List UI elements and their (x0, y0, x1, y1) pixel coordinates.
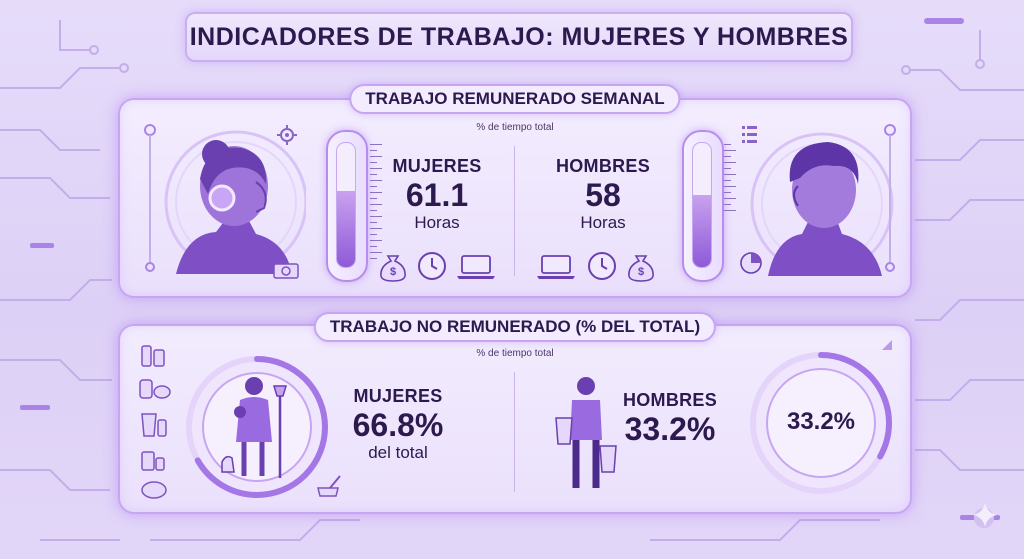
women-paid-label: MUJERES (392, 156, 482, 176)
svg-text:$: $ (390, 266, 396, 278)
laptop-icon (457, 255, 495, 279)
man-groceries-icon (555, 377, 617, 488)
women-paid-stat: MUJERES 61.1 Horas (382, 156, 492, 233)
women-paid-gauge (326, 130, 368, 282)
men-paid-unit: Horas (580, 213, 626, 232)
page-title: INDICADORES DE TRABAJO: MUJERES Y HOMBRE… (189, 22, 849, 51)
svg-text:$: $ (638, 266, 644, 278)
panel-divider-2 (514, 372, 515, 492)
unpaid-work-panel: TRABAJO NO REMUNERADO (% DEL TOTAL) % de… (118, 312, 912, 514)
men-unpaid-label: HOMBRES (622, 390, 718, 410)
man-portrait-icon (750, 132, 894, 276)
clock-icon (418, 252, 446, 280)
dustpan-icon (317, 475, 341, 497)
laptop-icon-men (537, 255, 575, 279)
men-paid-gauge-fill (693, 195, 711, 267)
men-paid-gauge (682, 130, 724, 282)
gear-icon (277, 125, 297, 145)
women-unpaid-label: MUJERES (353, 386, 443, 406)
men-unpaid-value: 33.2% (624, 411, 716, 447)
circuit-deco-left (144, 124, 156, 272)
panel-divider (514, 146, 515, 276)
clock-icon-men (588, 252, 616, 280)
men-unpaid-stat: HOMBRES 33.2% (620, 390, 720, 447)
paid-work-title: TRABAJO REMUNERADO SEMANAL (349, 84, 681, 114)
men-paid-label: HOMBRES (555, 156, 651, 176)
men-unpaid-ring (750, 352, 892, 494)
gauge-ticks (370, 144, 382, 264)
paid-work-panel: TRABAJO REMUNERADO SEMANAL % de tiempo t… (118, 84, 912, 298)
header-title-box: INDICADORES DE TRABAJO: MUJERES Y HOMBRE… (185, 12, 853, 62)
men-unpaid-ring-text: 33.2% (786, 408, 856, 435)
women-paid-value: 61.1 (405, 177, 469, 213)
circuit-deco-right (884, 124, 896, 272)
gauge-ticks-men (724, 144, 736, 216)
woman-caregiver-icon (221, 377, 288, 478)
unpaid-work-subtitle: % de tiempo total (476, 348, 554, 359)
money-bills-icon (273, 263, 299, 279)
cleaning-supplies-icon (139, 345, 171, 499)
men-paid-value: 58 (585, 177, 621, 213)
paid-work-subtitle: % de tiempo total (476, 122, 554, 133)
unpaid-work-title: TRABAJO NO REMUNERADO (% DEL TOTAL) (313, 312, 717, 342)
triangle-icon (882, 340, 892, 350)
woman-portrait-icon (164, 130, 306, 274)
women-unpaid-value: 66.8% (352, 407, 444, 443)
sparkle-icon (973, 503, 997, 527)
women-paid-gauge-fill (337, 191, 355, 267)
women-unpaid-unit: del total (368, 443, 428, 462)
women-unpaid-stat: MUJERES 66.8% del total (348, 386, 448, 463)
men-paid-stat: HOMBRES 58 Horas (548, 156, 658, 233)
list-icon (742, 126, 757, 143)
money-bag-icon-men: $ (628, 255, 654, 282)
pie-chart-icon (740, 252, 762, 274)
women-paid-unit: Horas (414, 213, 460, 232)
money-bag-icon: $ (380, 255, 406, 282)
